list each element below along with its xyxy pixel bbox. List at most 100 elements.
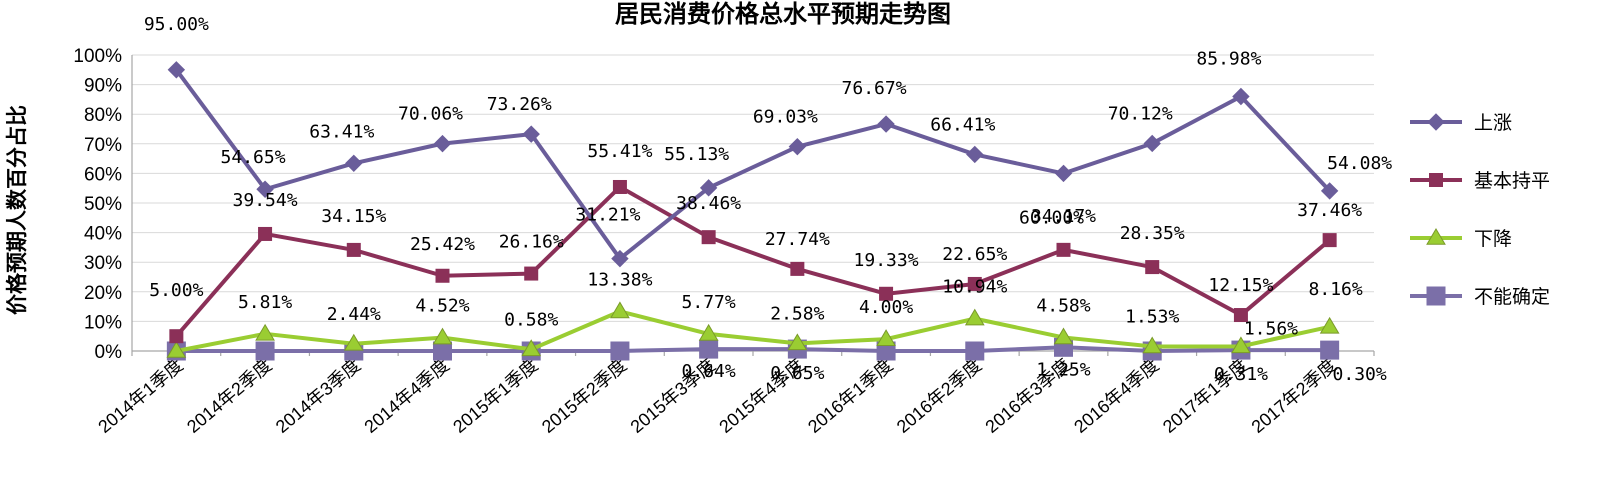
y-axis-label: 价格预期人数百分占比 — [5, 105, 29, 315]
data-label: 4.58% — [1036, 295, 1090, 316]
x-tick-label: 2014年4季度 — [360, 355, 453, 437]
data-point — [877, 115, 895, 133]
data-label: 1.56% — [1244, 318, 1298, 339]
data-label: 10.94% — [942, 277, 1007, 298]
data-point — [964, 308, 985, 326]
data-point — [1054, 164, 1073, 183]
x-tick-label: 2015年2季度 — [538, 355, 631, 437]
series-3 — [166, 301, 1340, 358]
data-label: 26.16% — [499, 232, 564, 253]
data-point — [698, 323, 719, 341]
legend-entry: 基本持平 — [1410, 170, 1550, 192]
legend-label: 不能确定 — [1474, 286, 1550, 308]
data-point — [1320, 340, 1340, 360]
data-label: 55.13% — [664, 144, 729, 165]
data-point — [1233, 308, 1248, 323]
data-label: 19.33% — [854, 250, 919, 271]
data-label: 55.41% — [587, 141, 652, 162]
data-point — [255, 341, 275, 361]
data-point — [1319, 316, 1340, 334]
series-2 — [169, 179, 1337, 344]
data-label: 70.06% — [398, 104, 463, 125]
data-label: 28.35% — [1120, 223, 1185, 244]
data-label: 38.46% — [676, 193, 741, 214]
data-point — [1320, 182, 1339, 200]
data-label: 60.00% — [1019, 207, 1084, 228]
legend-marker — [1427, 113, 1445, 131]
x-tick-label: 2014年2季度 — [183, 355, 276, 437]
x-tick-label: 2016年2季度 — [893, 355, 986, 437]
data-point — [1145, 260, 1160, 275]
data-point — [787, 333, 808, 351]
data-point — [699, 339, 719, 359]
y-tick-label: 40% — [84, 224, 122, 245]
data-point — [258, 226, 273, 241]
legend-entry: 不能确定 — [1410, 286, 1550, 308]
series-lines — [166, 61, 1340, 361]
chart-title: 居民消费价格总水平预期走势图 — [615, 0, 951, 28]
x-tick-label: 2015年1季度 — [449, 355, 542, 437]
data-point — [256, 180, 274, 198]
data-point — [432, 327, 453, 345]
y-tick-label: 70% — [84, 135, 122, 156]
data-point — [967, 276, 982, 291]
legend-marker — [1426, 228, 1446, 245]
y-tick-label: 90% — [84, 76, 122, 97]
data-point — [1322, 233, 1337, 248]
data-label: 1.53% — [1125, 306, 1179, 327]
data-point — [524, 266, 539, 281]
data-point — [521, 339, 542, 357]
y-tick-label: 0% — [95, 342, 123, 363]
data-label: 0.31% — [1214, 364, 1268, 385]
data-point — [1053, 327, 1074, 345]
data-point — [166, 341, 187, 358]
data-label: 66.41% — [930, 114, 995, 135]
data-label: 39.54% — [233, 190, 298, 211]
y-tick-label: 10% — [84, 312, 122, 333]
x-tick-label: 2014年1季度 — [94, 355, 187, 437]
data-label: 5.00% — [149, 280, 203, 301]
data-label: 8.16% — [1309, 279, 1363, 300]
data-label: 2.58% — [770, 303, 824, 324]
data-point — [1056, 242, 1071, 257]
data-label: 0.64% — [682, 361, 736, 382]
data-label: 22.65% — [942, 244, 1007, 265]
data-label: 31.21% — [575, 205, 640, 226]
data-point — [790, 261, 805, 276]
legend-entry: 上涨 — [1410, 112, 1512, 134]
data-point — [255, 323, 275, 341]
data-point — [435, 268, 450, 283]
series-line — [174, 68, 1332, 261]
data-point — [788, 137, 807, 156]
data-point — [699, 179, 718, 197]
data-point — [965, 341, 985, 361]
data-point — [876, 329, 896, 346]
data-label: 5.77% — [682, 292, 736, 313]
data-point — [701, 230, 716, 245]
legend-marker — [1429, 173, 1443, 187]
data-point — [167, 61, 186, 79]
data-point — [345, 154, 363, 173]
legend-marker — [1426, 286, 1446, 306]
series-line — [175, 309, 1331, 353]
data-label: 76.67% — [842, 78, 907, 99]
data-label: 25.42% — [410, 234, 475, 255]
data-label: 54.65% — [221, 147, 286, 168]
data-label: 2.44% — [327, 304, 381, 325]
data-label: 85.98% — [1196, 48, 1261, 69]
data-label: 0.30% — [1333, 364, 1387, 385]
data-point — [169, 329, 184, 344]
legend-label: 上涨 — [1474, 112, 1512, 134]
legend-entry: 下降 — [1410, 228, 1512, 250]
data-label: 54.08% — [1327, 153, 1392, 174]
y-tick-label: 30% — [84, 253, 122, 274]
data-point — [610, 301, 630, 319]
data-point — [611, 249, 629, 268]
data-label: 13.38% — [587, 269, 652, 290]
data-point — [610, 341, 630, 361]
y-tick-label: 60% — [84, 164, 122, 185]
series-1 — [167, 61, 1339, 268]
